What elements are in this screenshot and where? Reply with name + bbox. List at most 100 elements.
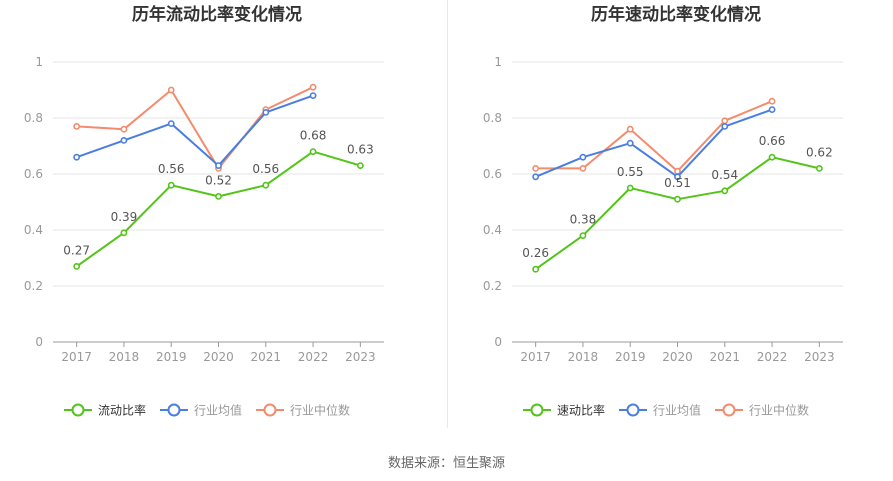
- data-label: 0.38: [570, 213, 597, 227]
- data-point: [356, 162, 364, 169]
- x-tick-label: 2019: [156, 350, 187, 364]
- legend-label: 行业均值: [194, 403, 242, 418]
- data-point: [721, 123, 729, 130]
- legend-swatch-marker: [626, 403, 640, 417]
- legend-item-2: 行业均值: [160, 403, 242, 418]
- data-point: [626, 125, 634, 133]
- legend-item-3: 行业中位数: [715, 403, 809, 418]
- chart-title: 历年流动比率变化情况: [132, 4, 302, 25]
- x-tick-label: 2021: [710, 350, 741, 364]
- data-label: 0.51: [664, 176, 691, 190]
- y-tick-label: 0: [35, 335, 43, 349]
- legend-swatch-marker: [530, 403, 544, 417]
- y-tick-label: 1: [35, 55, 43, 69]
- y-tick-label: 0.8: [24, 111, 43, 125]
- data-point: [532, 173, 540, 181]
- data-label: 0.68: [300, 129, 327, 143]
- data-point: [721, 117, 729, 125]
- legend-label: 行业均值: [653, 403, 701, 418]
- legend-swatch-marker: [722, 403, 736, 417]
- data-point: [120, 125, 128, 133]
- data-point: [768, 106, 776, 113]
- data-point: [262, 181, 270, 189]
- panel-divider: [447, 0, 448, 428]
- data-point: [532, 164, 540, 172]
- data-point: [120, 136, 128, 144]
- legend-label: 行业中位数: [290, 403, 350, 418]
- data-label: 0.66: [759, 134, 786, 148]
- x-tick-label: 2017: [520, 350, 551, 364]
- data-point: [309, 148, 317, 155]
- data-label: 0.62: [806, 145, 833, 159]
- data-label: 0.39: [111, 210, 138, 224]
- data-point: [120, 229, 128, 237]
- legend-item-1: 速动比率: [523, 403, 605, 418]
- data-point: [73, 262, 81, 270]
- data-label: 0.56: [252, 162, 279, 176]
- data-label: 0.27: [63, 243, 90, 257]
- legend-swatch-marker: [71, 403, 85, 417]
- x-tick-label: 2023: [345, 350, 376, 364]
- series-line-3: [535, 100, 773, 173]
- y-tick-label: 0.2: [24, 279, 43, 293]
- x-tick-label: 2018: [568, 350, 599, 364]
- chart-panel-2: 历年速动比率变化情况 0 0.2 0.4 0.6 0.8 1 2017 2018 2019 2020…: [483, 4, 843, 418]
- data-point: [215, 192, 222, 200]
- y-tick-label: 0.8: [483, 111, 502, 125]
- data-point: [73, 123, 81, 130]
- data-point: [167, 181, 175, 189]
- x-tick-label: 2018: [109, 350, 140, 364]
- x-tick-label: 2023: [804, 350, 835, 364]
- x-tick-label: 2022: [757, 350, 788, 364]
- data-point: [721, 187, 729, 195]
- legend-label: 速动比率: [557, 403, 605, 418]
- data-label: 0.52: [205, 173, 232, 187]
- data-label: 0.54: [711, 168, 738, 182]
- data-point: [579, 232, 587, 239]
- series-line-2: [76, 94, 314, 167]
- chart-title: 历年速动比率变化情况: [591, 4, 761, 25]
- data-label: 0.55: [617, 165, 644, 179]
- data-point: [309, 92, 317, 99]
- series-line-3: [76, 86, 314, 170]
- legend-item-2: 行业均值: [619, 403, 701, 418]
- legend-swatch-marker: [167, 403, 181, 417]
- x-tick-label: 2017: [61, 350, 92, 364]
- data-point: [674, 195, 681, 203]
- legend-item-1: 流动比率: [64, 403, 146, 418]
- y-tick-label: 0.6: [24, 167, 43, 181]
- data-point: [167, 86, 175, 94]
- y-tick-label: 1: [494, 55, 502, 69]
- x-tick-label: 2020: [203, 350, 234, 364]
- data-point: [309, 83, 317, 91]
- legend-label: 行业中位数: [749, 403, 809, 418]
- x-tick-label: 2021: [251, 350, 282, 364]
- data-point: [215, 162, 222, 169]
- data-point: [167, 120, 175, 127]
- data-point: [815, 164, 823, 172]
- y-tick-label: 0.4: [24, 223, 43, 237]
- legend-label: 流动比率: [98, 403, 146, 418]
- chart-panel-1: 历年流动比率变化情况 0 0.2 0.4 0.6 0.8 1 2017 2018 2019 2020…: [24, 4, 384, 418]
- data-point: [579, 164, 587, 172]
- y-tick-label: 0.4: [483, 223, 502, 237]
- data-point: [768, 97, 776, 105]
- legend-swatch-marker: [263, 403, 277, 417]
- data-label: 0.26: [522, 246, 549, 260]
- y-tick-label: 0.6: [483, 167, 502, 181]
- x-tick-label: 2022: [298, 350, 329, 364]
- data-point: [262, 109, 270, 116]
- x-tick-label: 2019: [615, 350, 646, 364]
- data-point: [532, 265, 540, 273]
- data-point: [674, 173, 681, 181]
- data-point: [674, 167, 681, 175]
- data-point: [626, 139, 634, 147]
- data-label: 0.56: [158, 162, 185, 176]
- legend-item-3: 行业中位数: [256, 403, 350, 418]
- data-point: [73, 153, 81, 161]
- series-line-2: [535, 108, 773, 178]
- data-point: [579, 153, 587, 161]
- y-tick-label: 0: [494, 335, 502, 349]
- data-point: [768, 153, 776, 161]
